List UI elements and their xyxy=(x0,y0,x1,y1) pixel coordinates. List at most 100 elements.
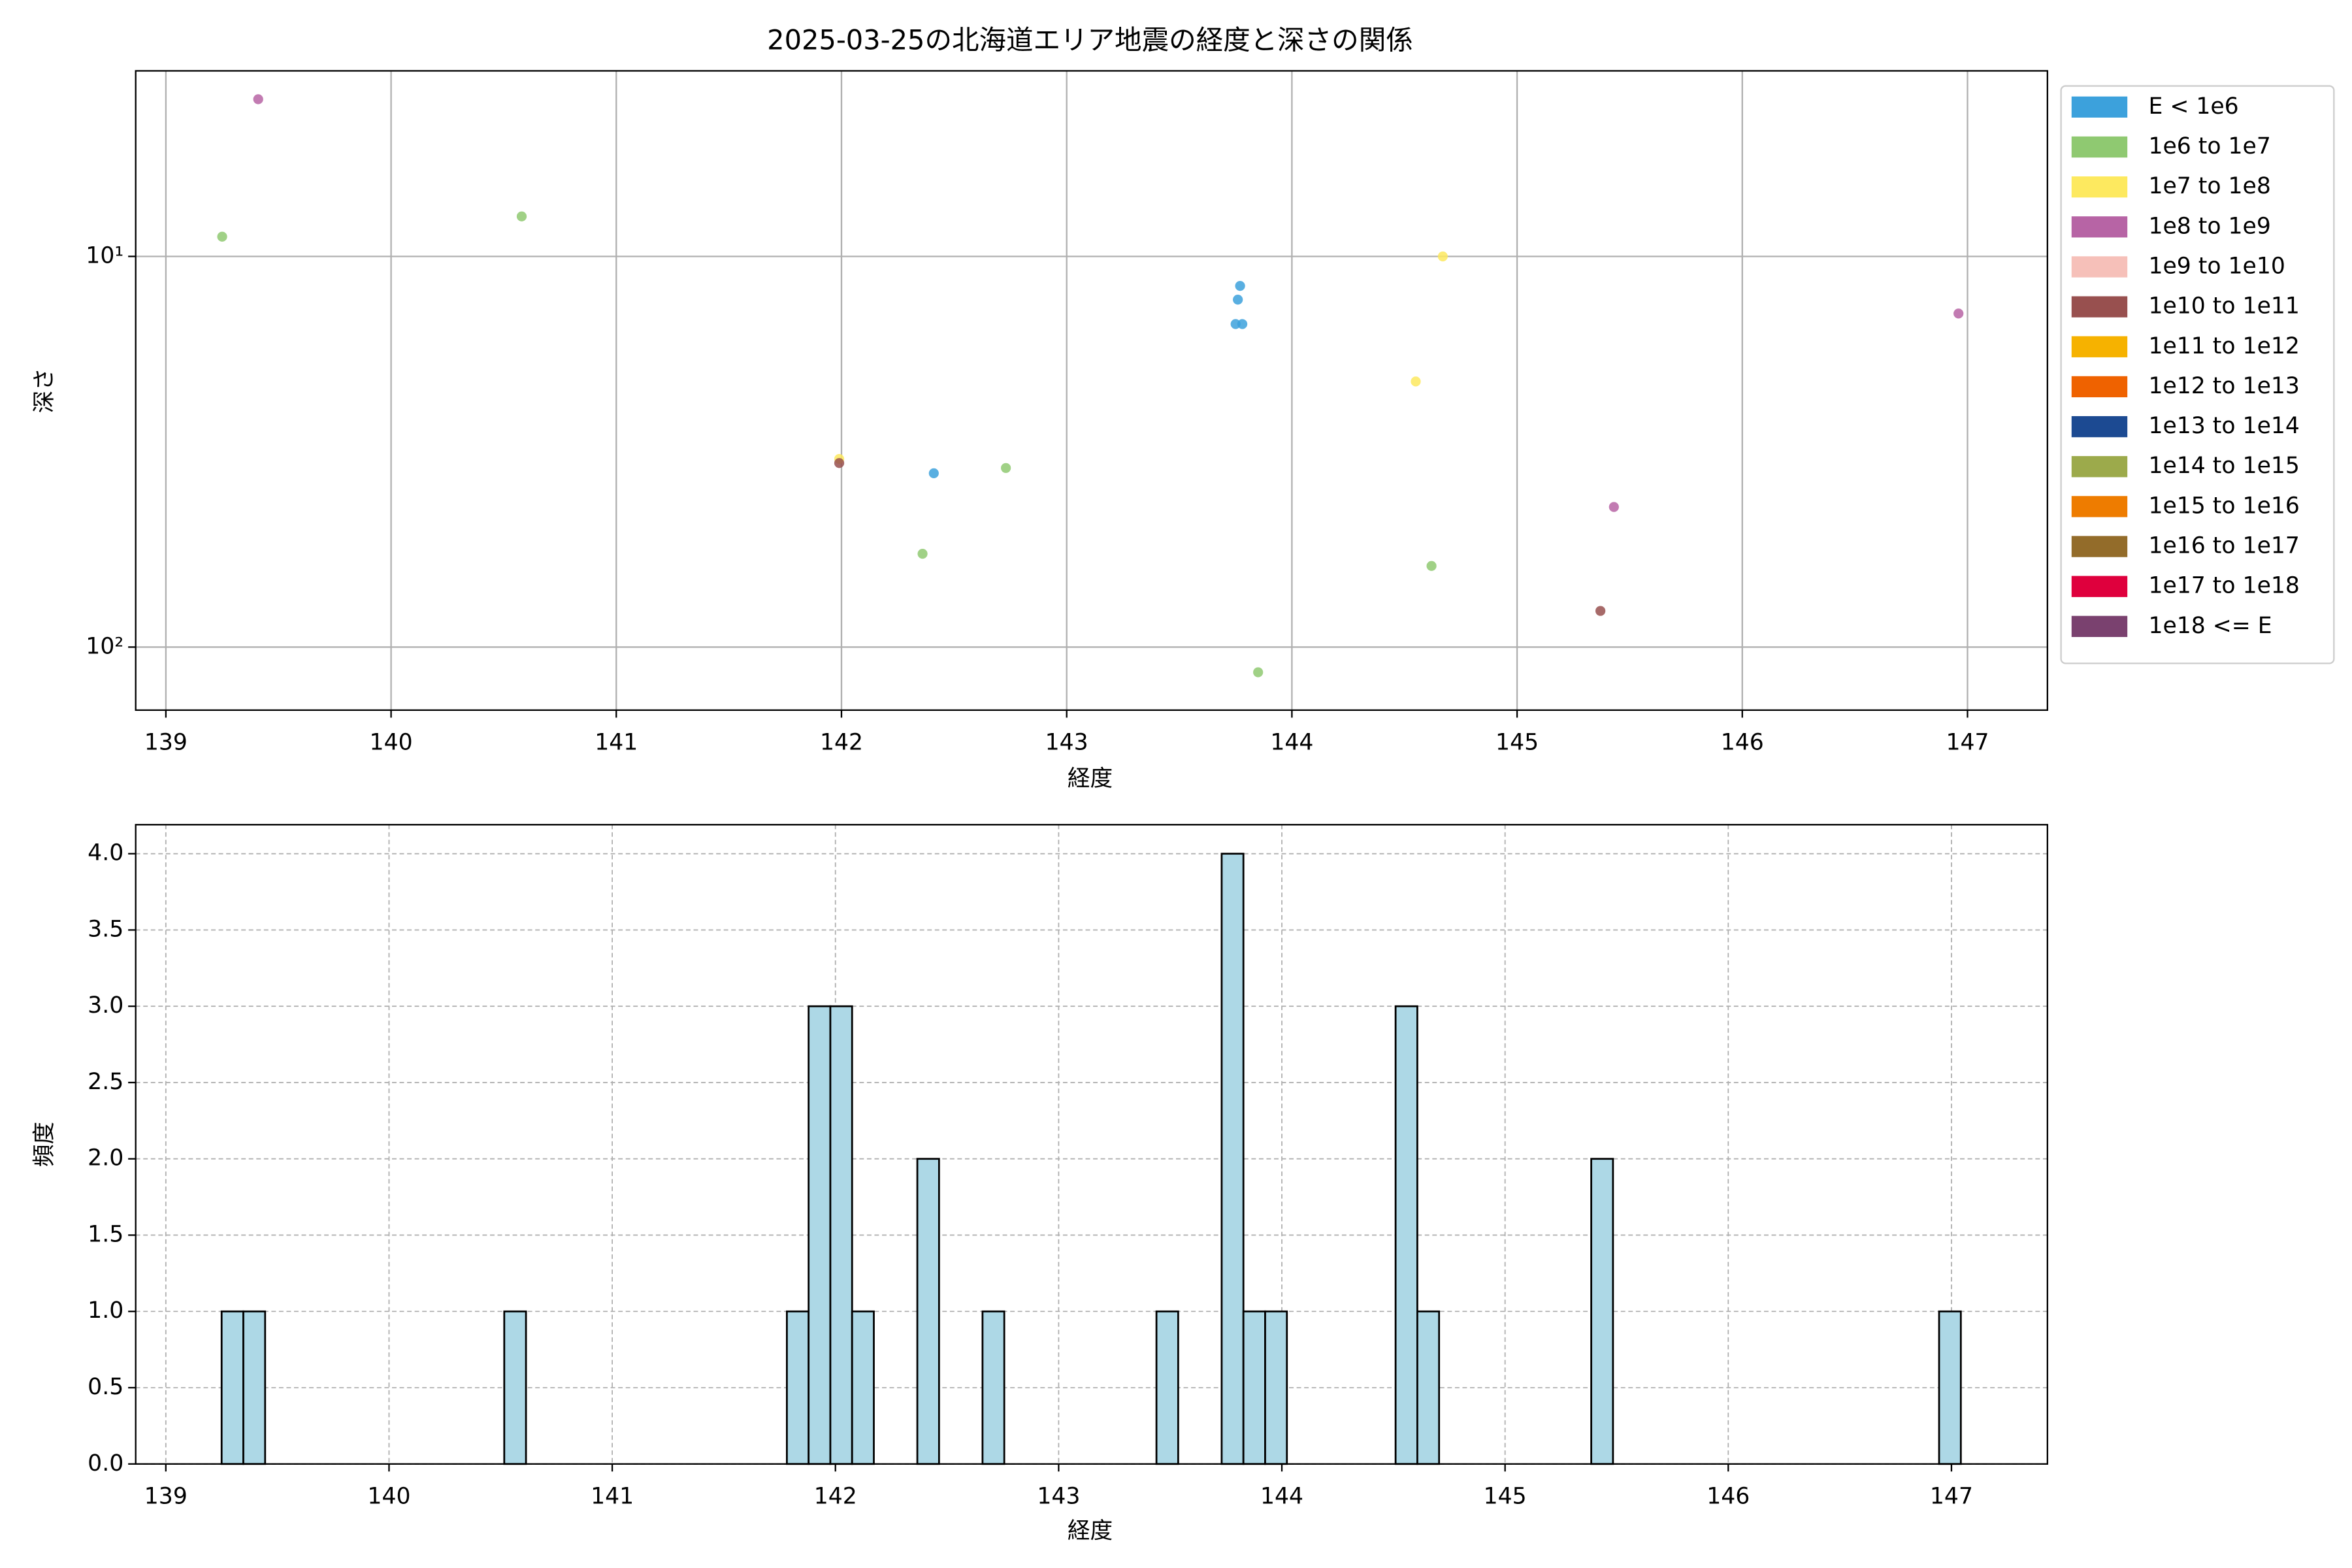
legend-swatch xyxy=(2071,96,2128,118)
y-tick-label: 0.0 xyxy=(88,1450,123,1477)
point xyxy=(1237,319,1248,329)
x-tick-label: 143 xyxy=(1045,730,1088,756)
histogram-bar xyxy=(1590,1158,1614,1465)
histogram-bar xyxy=(242,1310,267,1465)
point xyxy=(928,468,939,479)
x-axis-label: 経度 xyxy=(1068,1518,1113,1544)
x-tick-label: 144 xyxy=(1260,1484,1303,1510)
x-axis-label: 経度 xyxy=(1068,766,1113,792)
legend-swatch xyxy=(2071,536,2128,557)
legend-swatch xyxy=(2071,615,2128,637)
histogram-bar xyxy=(1155,1310,1179,1465)
x-tick-label: 147 xyxy=(1946,730,1989,756)
x-tick-label: 141 xyxy=(591,1484,634,1510)
legend-swatch xyxy=(2071,136,2128,158)
x-tick-label: 144 xyxy=(1270,730,1313,756)
point xyxy=(253,94,263,105)
legend-label: 1e6 to 1e7 xyxy=(2148,133,2270,159)
legend-label: 1e15 to 1e16 xyxy=(2148,493,2299,519)
legend-label: 1e14 to 1e15 xyxy=(2148,453,2299,479)
legend-label: 1e10 to 1e11 xyxy=(2148,293,2299,319)
legend-label: 1e16 to 1e17 xyxy=(2148,533,2299,559)
legend-label: 1e11 to 1e12 xyxy=(2148,333,2299,359)
point xyxy=(1595,606,1606,616)
x-tick-label: 145 xyxy=(1495,730,1539,756)
y-tick-label: 1.5 xyxy=(88,1221,123,1247)
y-tick-label: 10¹ xyxy=(86,242,123,269)
legend-label: 1e13 to 1e14 xyxy=(2148,413,2299,439)
histogram-bar xyxy=(786,1310,810,1465)
x-tick-label: 140 xyxy=(370,730,413,756)
x-tick-label: 147 xyxy=(1930,1484,1973,1510)
x-tick-label: 139 xyxy=(144,730,188,756)
point xyxy=(1411,376,1421,387)
y-tick-label: 2.0 xyxy=(88,1145,123,1171)
plot-frame xyxy=(135,70,2048,711)
legend-frame xyxy=(2060,85,2335,664)
y-tick-label: 3.0 xyxy=(88,992,123,1019)
x-tick-label: 146 xyxy=(1707,1484,1750,1510)
x-tick-label: 142 xyxy=(814,1484,857,1510)
legend-swatch xyxy=(2071,416,2128,438)
y-axis-label: 頻度 xyxy=(31,1122,57,1167)
y-tick-label: 10² xyxy=(86,633,123,659)
legend-swatch xyxy=(2071,336,2128,357)
chart-title: 2025-03-25の北海道エリア地震の経度と深さの関係 xyxy=(767,24,1413,56)
legend-label: 1e12 to 1e13 xyxy=(2148,373,2299,399)
point xyxy=(516,211,527,221)
histogram-bar xyxy=(220,1310,244,1465)
point xyxy=(1233,294,1243,305)
y-tick-label: 4.0 xyxy=(88,840,123,866)
legend-label: 1e7 to 1e8 xyxy=(2148,173,2270,199)
histogram-bar xyxy=(808,1005,832,1465)
legend-swatch xyxy=(2071,376,2128,398)
point xyxy=(1000,463,1011,473)
plot-frame xyxy=(135,824,2048,1465)
x-tick-label: 145 xyxy=(1484,1484,1527,1510)
point xyxy=(1609,502,1619,512)
x-tick-label: 142 xyxy=(820,730,863,756)
histogram-bar xyxy=(1938,1310,1962,1465)
histogram-bar xyxy=(503,1310,527,1465)
histogram-bar xyxy=(1416,1310,1441,1465)
y-tick-label: 0.5 xyxy=(88,1374,123,1400)
legend-label: E < 1e6 xyxy=(2148,93,2238,120)
legend-swatch xyxy=(2071,576,2128,597)
legend-swatch xyxy=(2071,176,2128,198)
histogram-bar xyxy=(1264,1310,1288,1465)
x-tick-label: 146 xyxy=(1721,730,1764,756)
point xyxy=(1437,251,1448,262)
x-tick-label: 141 xyxy=(595,730,638,756)
histogram-bar xyxy=(851,1310,875,1465)
legend-swatch xyxy=(2071,216,2128,238)
x-tick-label: 143 xyxy=(1037,1484,1080,1510)
legend-label: 1e18 <= E xyxy=(2148,613,2272,639)
y-axis-label: 深さ xyxy=(31,368,57,413)
point xyxy=(1253,667,1264,678)
y-tick-label: 3.5 xyxy=(88,916,123,942)
point xyxy=(1235,281,1245,291)
legend-swatch xyxy=(2071,456,2128,478)
point xyxy=(217,231,227,242)
point xyxy=(834,458,845,468)
legend-swatch xyxy=(2071,496,2128,517)
y-tick-label: 2.5 xyxy=(88,1069,123,1095)
legend-label: 1e8 to 1e9 xyxy=(2148,213,2270,239)
histogram-bar xyxy=(1394,1005,1418,1465)
histogram-bar xyxy=(829,1005,853,1465)
point xyxy=(1426,561,1437,571)
point xyxy=(917,549,928,559)
x-tick-label: 139 xyxy=(144,1484,188,1510)
legend-label: 1e17 to 1e18 xyxy=(2148,573,2299,599)
legend-label: 1e9 to 1e10 xyxy=(2148,253,2285,279)
histogram-bar xyxy=(1220,853,1245,1465)
y-tick-label: 1.0 xyxy=(88,1298,123,1324)
histogram-bar xyxy=(916,1158,940,1465)
point xyxy=(1953,308,1964,319)
legend-swatch xyxy=(2071,256,2128,278)
histogram-bar xyxy=(981,1310,1005,1465)
x-tick-label: 140 xyxy=(367,1484,410,1510)
histogram-bar xyxy=(1242,1310,1266,1465)
